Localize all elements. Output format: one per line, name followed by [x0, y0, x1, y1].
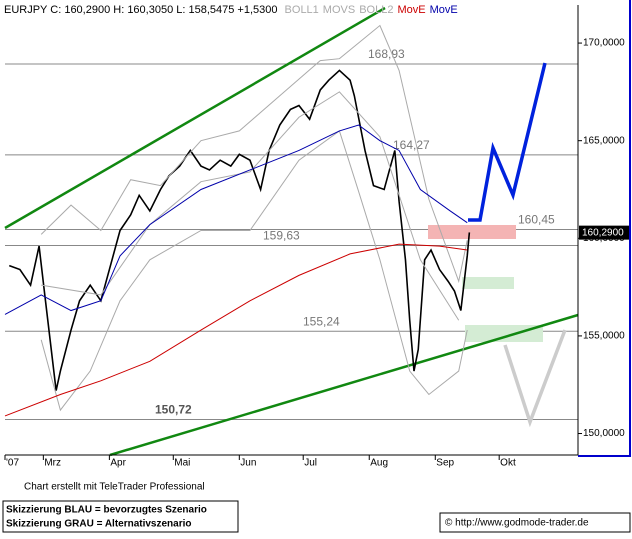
- indicator-line: [4, 124, 468, 315]
- preferred-scenario: [468, 62, 547, 222]
- header: EURJPY C: 160,2900 H: 160,3050 L: 158,54…: [4, 4, 458, 16]
- trend-line: [4, 6, 386, 230]
- x-tick-label: Sep: [436, 458, 454, 469]
- y-tick-label: 150,0000: [583, 428, 625, 439]
- indicator-line: [41, 91, 460, 321]
- legend-entry: BOLL2: [359, 4, 393, 16]
- level-label: 164,27: [393, 138, 430, 152]
- level-label: 150,72: [155, 403, 192, 417]
- level-label: 155,24: [303, 314, 340, 328]
- trend-line: [109, 313, 579, 457]
- alternative-scenario: [503, 329, 567, 428]
- x-tick-label: Okt: [500, 458, 516, 469]
- y-tick-label: 155,0000: [583, 331, 625, 342]
- x-tick-label: Jun: [240, 458, 256, 469]
- axes: 150,0000155,0000160,0000165,0000170,0000…: [4, 38, 629, 469]
- x-tick-label: Mai: [174, 458, 190, 469]
- support-zone: [462, 277, 514, 289]
- source: © http://www.godmode-trader.de: [445, 518, 589, 529]
- y-tick-label: 170,0000: [583, 38, 625, 49]
- indicator-line: [40, 130, 468, 412]
- legend-entry: MovE: [430, 4, 458, 16]
- legend-entry: BOLL1: [285, 4, 319, 16]
- scenario-note: Skizzierung BLAU = bevorzugtes Szenario: [6, 505, 207, 516]
- legend-entry: MovE: [397, 4, 425, 16]
- y-tick-label: 165,0000: [583, 135, 625, 146]
- level-label: 160,45: [518, 213, 555, 227]
- scenario-note: Skizzierung GRAU = Alternativszenario: [6, 519, 192, 530]
- last-price-label: 160,2900: [582, 227, 624, 238]
- x-tick-label: '07: [6, 458, 19, 469]
- plot: [4, 24, 471, 417]
- note-box: [2, 500, 239, 533]
- support-zone: [465, 325, 543, 342]
- symbol: EURJPY: [4, 4, 48, 16]
- last-price-box: [579, 225, 629, 240]
- source-box: [439, 512, 631, 533]
- x-tick-label: Apr: [110, 458, 126, 469]
- level-label: 159,63: [263, 229, 300, 243]
- levels: 168,93 164,27 160,45 159,63 155,24 150,72: [5, 47, 578, 420]
- quote: C: 160,2900 H: 160,3050 L: 158,5475 +1,5…: [50, 4, 277, 16]
- x-tick-label: Aug: [370, 458, 388, 469]
- price-line: [8, 69, 471, 391]
- legend-entry: MOVS: [323, 4, 355, 16]
- credit: Chart erstellt mit TeleTrader Profession…: [24, 482, 205, 493]
- indicator-line: [40, 24, 468, 284]
- x-tick-label: Jul: [304, 458, 317, 469]
- indicator-line: [4, 243, 468, 417]
- resistance-zone: [428, 225, 516, 239]
- x-tick-label: Mrz: [44, 458, 61, 469]
- level-label: 168,93: [368, 47, 405, 61]
